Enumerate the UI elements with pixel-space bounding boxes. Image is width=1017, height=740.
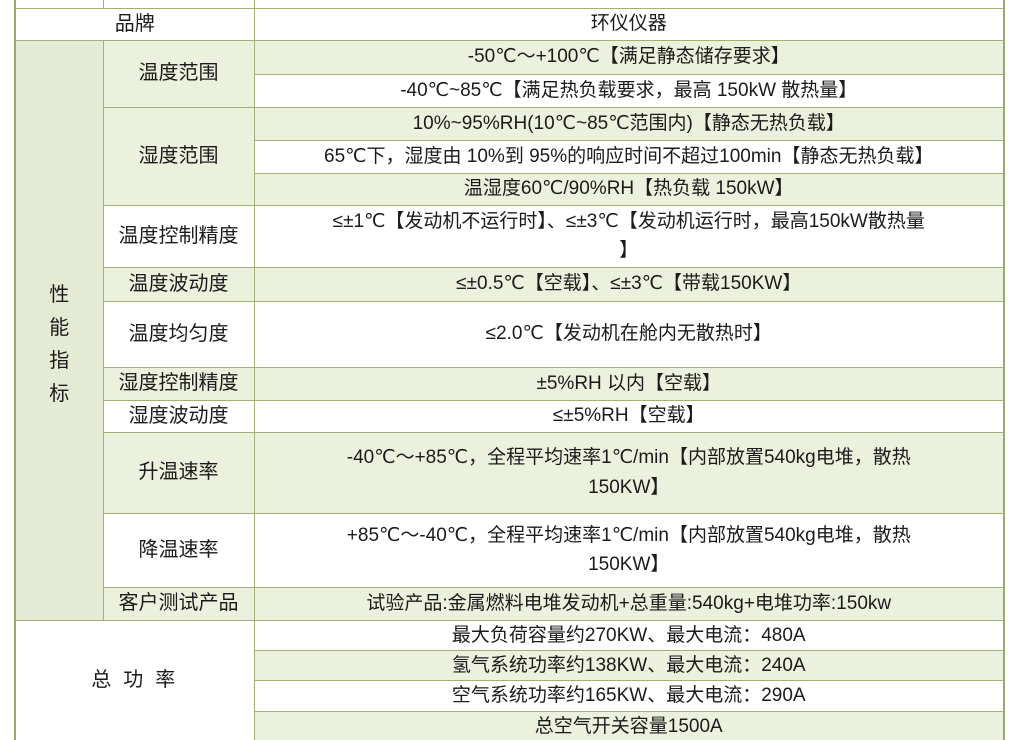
- temp-fluctuation-value: ≤±0.5℃【空载】、≤±3℃【带载150KW】: [253, 266, 1005, 302]
- heating-rate-label: 升温速率: [102, 431, 255, 514]
- customer-product-label: 客户测试产品: [102, 586, 255, 621]
- performance-header-label: 性能指标: [49, 283, 70, 405]
- spec-table: 品牌 环仪仪器 性能指标 温度范围 -50℃～+100℃【满足静态储存要求】 -…: [14, 0, 1005, 740]
- humidity-range-label: 湿度范围: [102, 106, 255, 206]
- humidity-fluctuation-value: ≤±5%RH【空载】: [253, 399, 1005, 433]
- table-row-humidity-range-1: 湿度范围 10%~95%RH(10℃~85℃范围内)【静态无热负载】: [15, 106, 1005, 206]
- customer-product-value: 试验产品:金属燃料电堆发动机+总重量:540kg+电堆功率:150kw: [253, 586, 1005, 621]
- table-row-temp-range-1: 性能指标 温度范围 -50℃～+100℃【满足静态储存要求】: [14, 39, 1005, 621]
- brand-label: 品牌: [14, 7, 255, 41]
- total-power-label: 总功率: [14, 619, 255, 740]
- temp-uniformity-label: 温度均匀度: [102, 300, 255, 368]
- table-row-top-sliver: [14, 0, 1005, 9]
- total-power-value-3: 空气系统功率约165KW、最大电流：290A: [253, 680, 1005, 712]
- heating-rate-value: -40℃～+85℃，全程平均速率1℃/min【内部放置540kg电堆，散热 15…: [253, 431, 1005, 514]
- humidity-range-value-2: 65℃下，湿度由 10%到 95%的响应时间不超过100min【静态无热负载】: [253, 139, 1005, 174]
- sliver-cell: [14, 0, 104, 9]
- table-row-humidity-fluctuation: 湿度波动度 ≤±5%RH【空载】: [15, 399, 1005, 433]
- total-power-value-1: 最大负荷容量约270KW、最大电流：480A: [253, 619, 1005, 651]
- humidity-range-value-3: 温湿度60℃/90%RH【热负载 150kW】: [253, 172, 1005, 206]
- cooling-rate-value: +85℃～-40℃，全程平均速率1℃/min【内部放置540kg电堆，散热 15…: [253, 512, 1005, 588]
- temp-control-precision-label: 温度控制精度: [102, 204, 255, 268]
- table-row-temp-fluctuation: 温度波动度 ≤±0.5℃【空载】、≤±3℃【带载150KW】: [15, 266, 1005, 302]
- table-row-humidity-range-2: 65℃下，湿度由 10%到 95%的响应时间不超过100min【静态无热负载】: [15, 139, 1005, 174]
- brand-value: 环仪仪器: [253, 7, 1005, 41]
- temp-range-value-2: -40℃~85℃【满足热负载要求，最高 150kW 散热量】: [253, 73, 1005, 108]
- total-power-value-4: 总空气开关容量1500A: [253, 710, 1005, 740]
- humidity-control-precision-label: 湿度控制精度: [102, 366, 255, 401]
- cooling-rate-label: 降温速率: [102, 512, 255, 588]
- table-row-humidity-control-precision: 湿度控制精度 ±5%RH 以内【空载】: [15, 366, 1005, 401]
- table-row-cooling-rate: 降温速率 +85℃～-40℃，全程平均速率1℃/min【内部放置540kg电堆，…: [15, 512, 1005, 588]
- temp-fluctuation-label: 温度波动度: [102, 266, 255, 302]
- total-power-value-2: 氢气系统功率约138KW、最大电流：240A: [253, 649, 1005, 682]
- table-row-total-power-1: 总功率 最大负荷容量约270KW、最大电流：480A: [14, 619, 1005, 740]
- sliver-cell: [253, 0, 1005, 9]
- table-row-total-power-4: 总空气开关容量1500A: [15, 710, 1005, 740]
- table-row-total-power-3: 空气系统功率约165KW、最大电流：290A: [15, 680, 1005, 712]
- table-row-brand: 品牌 环仪仪器: [14, 7, 1005, 41]
- table-row-heating-rate: 升温速率 -40℃～+85℃，全程平均速率1℃/min【内部放置540kg电堆，…: [15, 431, 1005, 514]
- humidity-control-precision-value: ±5%RH 以内【空载】: [253, 366, 1005, 401]
- temp-range-value-1: -50℃～+100℃【满足静态储存要求】: [253, 39, 1005, 75]
- temp-range-label: 温度范围: [102, 39, 255, 108]
- table-row-temp-range-2: -40℃~85℃【满足热负载要求，最高 150kW 散热量】: [15, 73, 1005, 108]
- table-row-total-power-2: 氢气系统功率约138KW、最大电流：240A: [15, 649, 1005, 682]
- table-row-temp-uniformity: 温度均匀度 ≤2.0℃【发动机在舱内无散热时】: [15, 300, 1005, 368]
- table-row-customer-product: 客户测试产品 试验产品:金属燃料电堆发动机+总重量:540kg+电堆功率:150…: [15, 586, 1005, 621]
- performance-header-cell: 性能指标: [14, 39, 104, 621]
- temp-uniformity-value: ≤2.0℃【发动机在舱内无散热时】: [253, 300, 1005, 368]
- table-row-humidity-range-3: 温湿度60℃/90%RH【热负载 150kW】: [15, 172, 1005, 206]
- temp-control-precision-value: ≤±1℃【发动机不运行时】、≤±3℃【发动机运行时，最高150kW散热量 】: [253, 204, 1005, 268]
- table-row-temp-control-precision: 温度控制精度 ≤±1℃【发动机不运行时】、≤±3℃【发动机运行时，最高150kW…: [15, 204, 1005, 268]
- sliver-cell: [102, 0, 255, 9]
- humidity-range-value-1: 10%~95%RH(10℃~85℃范围内)【静态无热负载】: [253, 106, 1005, 141]
- humidity-fluctuation-label: 湿度波动度: [102, 399, 255, 433]
